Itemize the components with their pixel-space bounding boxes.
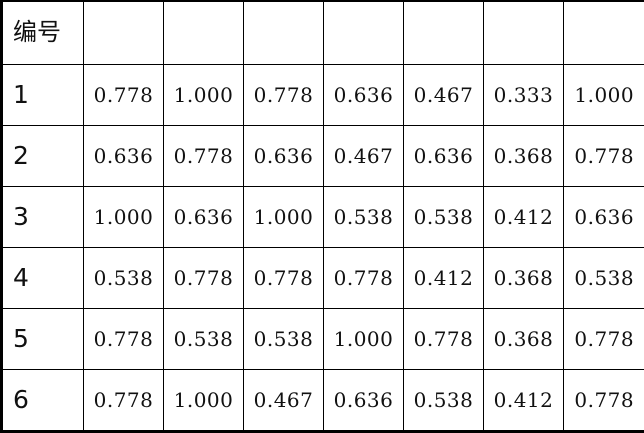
header-row: 编号 [0,0,644,65]
row-id-cell: 3 [0,185,84,248]
value-cell: 1.000 [83,185,164,248]
header-cell [563,0,644,65]
value-cell: 0.636 [563,185,644,248]
value-cell: 0.778 [83,368,164,433]
value-cell: 0.467 [243,368,324,433]
value-cell: 0.778 [243,246,324,309]
value-cell: 0.778 [243,63,324,126]
table-row: 1 0.778 1.000 0.778 0.636 0.467 0.333 1.… [0,63,644,126]
value-cell: 0.333 [483,63,564,126]
value-cell: 0.412 [483,185,564,248]
value-cell: 0.636 [83,124,164,187]
header-cell [403,0,484,65]
header-cell [323,0,404,65]
value-cell: 0.467 [403,63,484,126]
value-cell: 0.467 [323,124,404,187]
value-cell: 0.538 [563,246,644,309]
value-cell: 0.538 [403,368,484,433]
value-cell: 0.538 [83,246,164,309]
value-cell: 0.778 [163,246,244,309]
value-cell: 0.636 [323,63,404,126]
value-cell: 0.412 [403,246,484,309]
value-cell: 1.000 [163,368,244,433]
value-cell: 0.538 [243,307,324,370]
value-cell: 0.368 [483,307,564,370]
header-label-cell: 编号 [0,0,84,65]
value-cell: 0.778 [83,63,164,126]
value-cell: 0.368 [483,124,564,187]
value-cell: 0.778 [163,124,244,187]
row-id-cell: 5 [0,307,84,370]
value-cell: 0.538 [163,307,244,370]
value-cell: 0.778 [323,246,404,309]
value-cell: 0.412 [483,368,564,433]
value-cell: 0.538 [323,185,404,248]
value-cell: 1.000 [323,307,404,370]
table-row: 4 0.538 0.778 0.778 0.778 0.412 0.368 0.… [0,246,644,309]
table-row: 5 0.778 0.538 0.538 1.000 0.778 0.368 0.… [0,307,644,370]
header-cell [83,0,164,65]
table-row: 3 1.000 0.636 1.000 0.538 0.538 0.412 0.… [0,185,644,248]
value-cell: 0.778 [403,307,484,370]
row-id-cell: 2 [0,124,84,187]
table-row: 2 0.636 0.778 0.636 0.467 0.636 0.368 0.… [0,124,644,187]
value-cell: 1.000 [163,63,244,126]
value-cell: 0.778 [83,307,164,370]
row-id-cell: 4 [0,246,84,309]
header-cell [243,0,324,65]
value-cell: 0.636 [243,124,324,187]
value-cell: 1.000 [563,63,644,126]
value-cell: 0.636 [323,368,404,433]
value-cell: 0.778 [563,307,644,370]
value-cell: 0.778 [563,124,644,187]
header-cell [163,0,244,65]
value-cell: 0.636 [403,124,484,187]
value-cell: 0.636 [163,185,244,248]
table-row: 6 0.778 1.000 0.467 0.636 0.538 0.412 0.… [0,368,644,433]
value-cell: 0.538 [403,185,484,248]
value-cell: 1.000 [243,185,324,248]
row-id-cell: 6 [0,368,84,433]
header-cell [483,0,564,65]
value-cell: 0.368 [483,246,564,309]
row-id-cell: 1 [0,63,84,126]
value-cell: 0.778 [563,368,644,433]
